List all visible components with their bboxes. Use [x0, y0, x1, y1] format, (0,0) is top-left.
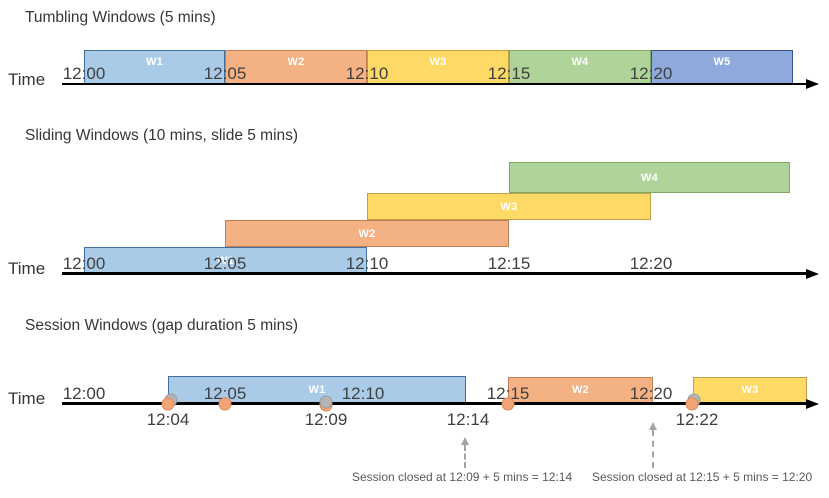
tick-label: 12:05 [203, 384, 247, 403]
tumbling-window-w3: W3 [367, 50, 509, 84]
window-label: W2 [287, 56, 305, 68]
event-marker-gray-icon [319, 395, 333, 409]
tick-label: 12:20 [629, 384, 673, 403]
sliding-window-w1: W1 [84, 247, 367, 274]
sliding-window-w2: W2 [225, 220, 509, 247]
window-label: W3 [741, 384, 759, 396]
window-label: W1 [217, 254, 234, 267]
event-dot-icon [501, 397, 515, 411]
session-timeline-arrow-icon [806, 399, 819, 409]
tumbling-timeline [62, 83, 807, 85]
window-label: W4 [641, 171, 658, 184]
arrow-shaft [652, 430, 654, 468]
event-time-label: 12:04 [146, 410, 190, 429]
tumbling-window-w5: W5 [651, 50, 793, 84]
window-label: W2 [358, 227, 376, 240]
tick-label: 12:05 [203, 64, 247, 83]
tick-label: 12:15 [487, 64, 531, 83]
tick-label: 12:15 [487, 254, 531, 273]
time-axis-label: Time [8, 389, 46, 408]
sliding-section-title: Sliding Windows (10 mins, slide 5 mins) [25, 127, 299, 144]
sliding-timeline [62, 272, 807, 275]
time-axis-label: Time [8, 259, 46, 278]
time-axis-label: Time [8, 70, 46, 89]
tick-label: 12:20 [629, 64, 673, 83]
tick-label: 12:00 [62, 384, 106, 403]
event-time-label: 12:14 [446, 410, 490, 429]
callout-arrow-icon [649, 422, 657, 468]
session-closed-annotation: Session closed at 12:15 + 5 mins = 12:20 [592, 470, 813, 484]
event-dot-icon [161, 397, 175, 411]
sliding-window-w3: W3 [367, 193, 651, 220]
tick-label: 12:10 [345, 64, 389, 83]
tick-label: 12:00 [62, 254, 106, 273]
session-window-w2: W2 [508, 377, 653, 403]
window-label: W1 [308, 383, 326, 396]
tumbling-section-title: Tumbling Windows (5 mins) [25, 9, 216, 26]
window-label: W2 [572, 384, 589, 396]
tumbling-window-w1: W1 [84, 50, 225, 84]
event-dot-icon [218, 397, 232, 411]
tick-label: 12:05 [203, 254, 247, 273]
tick-label: 12:15 [486, 384, 530, 403]
sliding-timeline-arrow-icon [806, 269, 819, 279]
tumbling-timeline-arrow-icon [806, 79, 819, 89]
window-label: W3 [429, 56, 447, 68]
event-dot-icon [685, 397, 699, 411]
session-section-title: Session Windows (gap duration 5 mins) [25, 317, 299, 334]
callout-arrow-icon [461, 437, 469, 468]
tick-label: 12:10 [345, 254, 389, 273]
tick-label: 12:00 [62, 64, 106, 83]
event-time-label: 12:09 [304, 410, 348, 429]
window-label: W5 [713, 56, 731, 68]
sliding-window-w4: W4 [509, 162, 790, 193]
arrow-head-icon [461, 437, 469, 445]
window-label: W3 [500, 200, 518, 213]
session-window-w1: W1 [168, 376, 466, 403]
arrow-head-icon [649, 422, 657, 430]
tick-label: 12:20 [629, 254, 673, 273]
session-closed-annotation: Session closed at 12:09 + 5 mins = 12:14 [352, 470, 573, 484]
event-time-label: 12:22 [675, 410, 719, 429]
tick-label: 12:10 [341, 384, 385, 403]
session-timeline [62, 402, 807, 405]
session-window-w3: W3 [693, 377, 807, 403]
arrow-shaft [464, 445, 466, 468]
window-label: W1 [146, 56, 163, 68]
window-label: W4 [571, 56, 589, 68]
